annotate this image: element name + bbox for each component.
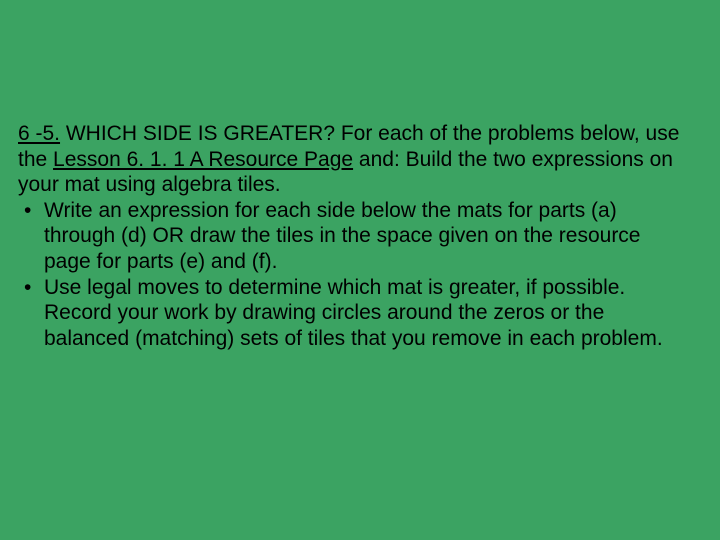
list-item: Write an expression for each side below … [44, 198, 692, 275]
intro-paragraph: 6 -5. WHICH SIDE IS GREATER? For each of… [18, 121, 692, 198]
list-item: Use legal moves to determine which mat i… [44, 275, 692, 352]
problem-number: 6 -5. [18, 122, 60, 145]
resource-page-link[interactable]: Lesson 6. 1. 1 A Resource Page [53, 148, 353, 171]
bullet-list: Write an expression for each side below … [18, 198, 692, 352]
bullet-text: Write an expression for each side below … [44, 199, 641, 273]
bullet-text: Use legal moves to determine which mat i… [44, 276, 663, 350]
intro-title: WHICH SIDE IS GREATER? [60, 122, 335, 145]
slide-body: 6 -5. WHICH SIDE IS GREATER? For each of… [0, 0, 720, 351]
